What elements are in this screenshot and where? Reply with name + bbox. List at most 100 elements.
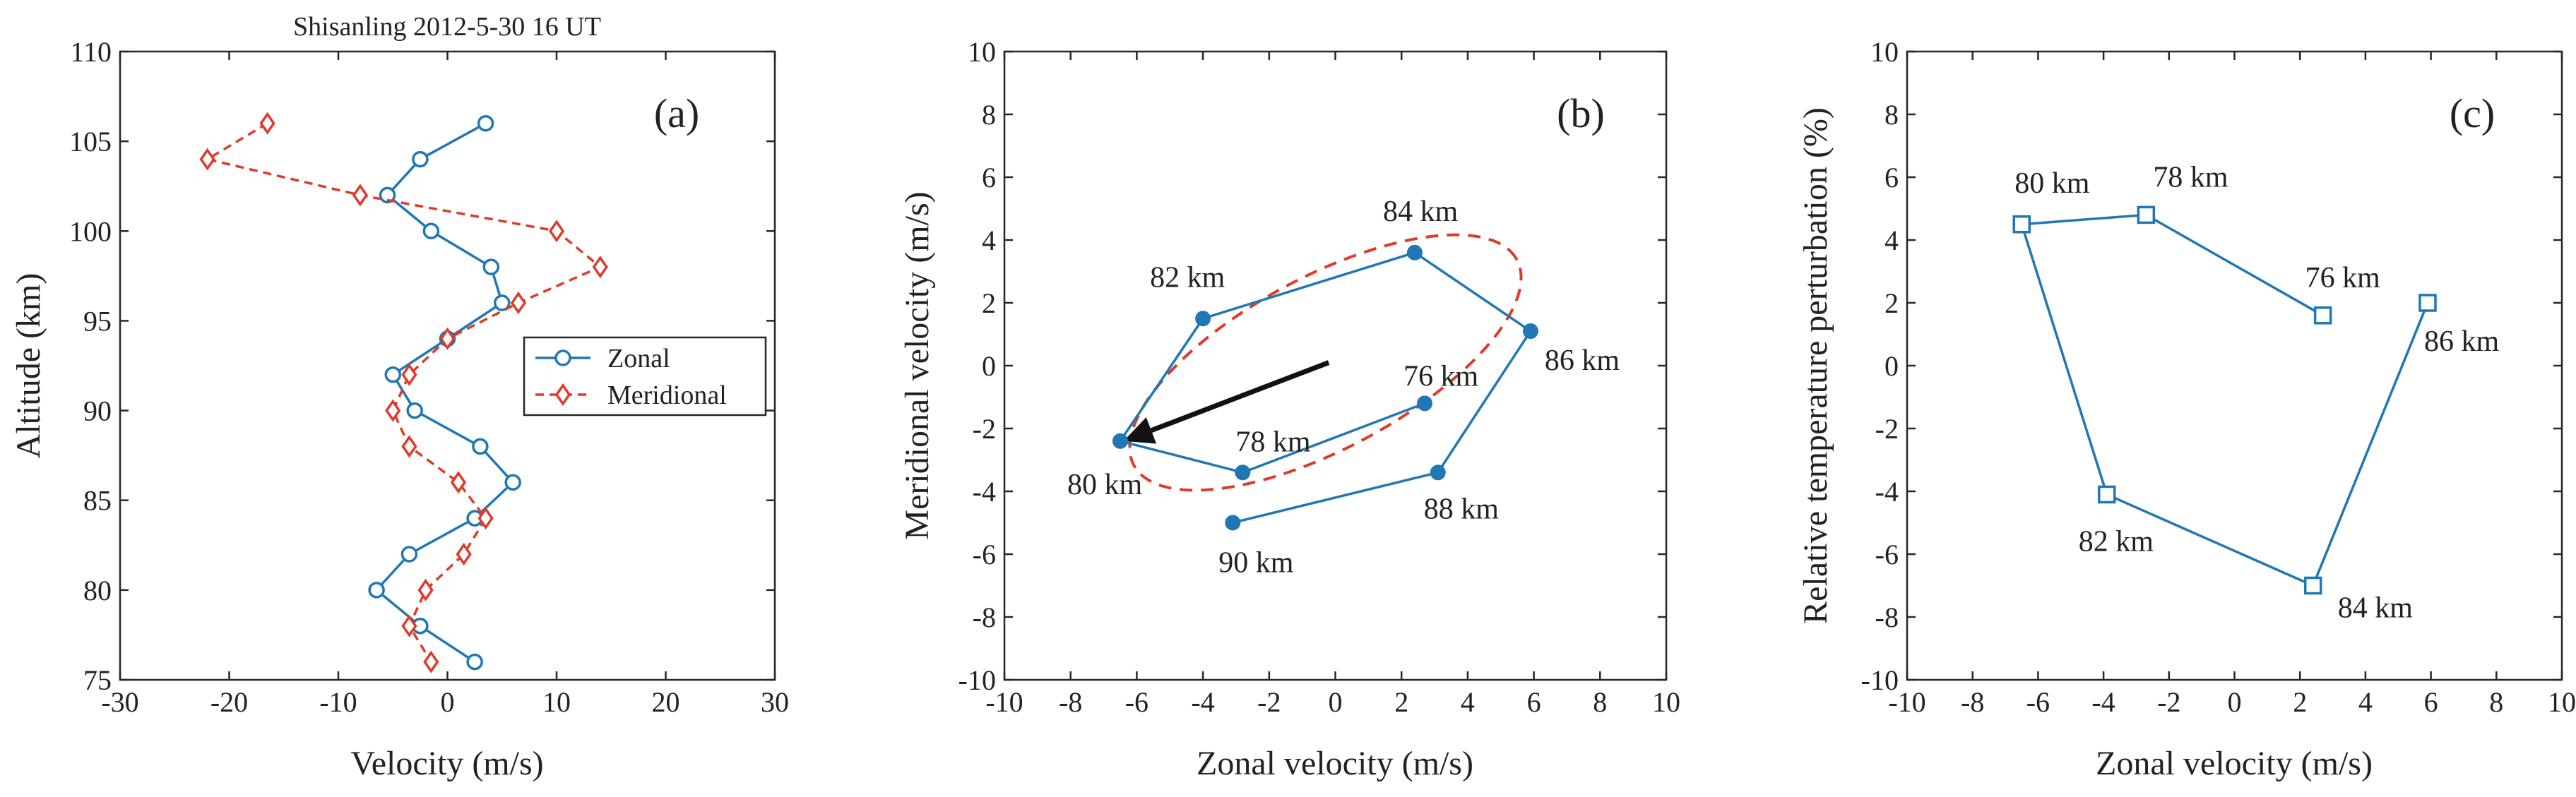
meridional-point bbox=[259, 112, 275, 135]
zonal-point bbox=[494, 294, 511, 311]
altitude-label: 80 km bbox=[1067, 469, 1143, 501]
meridional-line bbox=[203, 122, 603, 663]
zonal-line bbox=[374, 122, 515, 664]
panel-b-ytick-label: -2 bbox=[973, 413, 996, 445]
panel-b-xtick-label: 10 bbox=[1652, 686, 1680, 718]
panel-c-ytick-label: -2 bbox=[1875, 413, 1899, 445]
panel-c-ytick-label: -4 bbox=[1875, 476, 1899, 508]
panel-a-xtick-label: -20 bbox=[210, 686, 248, 718]
altitude-label: 88 km bbox=[1424, 493, 1499, 525]
zonal-point bbox=[482, 258, 500, 275]
panel-b-xtick-label: 0 bbox=[1329, 686, 1343, 718]
panel-a-series bbox=[199, 112, 608, 673]
meridional-point bbox=[385, 399, 401, 422]
panel-a-ytick-label: 100 bbox=[69, 215, 112, 247]
panel-a: -30 -20 -10 0 10 20 30 75 80 85 90 95 100 105 110 Shis… bbox=[10, 12, 789, 782]
zonal-point bbox=[412, 150, 429, 168]
panel-c-xtick-label: 6 bbox=[2424, 686, 2438, 718]
hodograph-point bbox=[1225, 515, 1241, 531]
panel-b-xlabel: Zonal velocity (m/s) bbox=[1197, 745, 1473, 782]
zonal-point bbox=[368, 582, 385, 599]
meridional-point bbox=[423, 650, 439, 673]
hodograph-point bbox=[1416, 395, 1432, 412]
hodograph-point bbox=[1430, 465, 1446, 481]
meridional-point bbox=[477, 507, 494, 530]
hodograph-point bbox=[1235, 465, 1251, 481]
panel-c-ytick-label: 10 bbox=[1870, 36, 1899, 68]
hodograph-line bbox=[1118, 251, 1533, 525]
hodograph-point bbox=[1195, 311, 1211, 327]
temperature-line bbox=[2019, 213, 2429, 587]
panel-a-ytick-label: 105 bbox=[69, 126, 112, 157]
panel-c-ytick-label: 6 bbox=[1884, 162, 1899, 193]
panel-c-xtick-label: -10 bbox=[1888, 686, 1925, 718]
panel-a-xtick-label: 0 bbox=[441, 686, 455, 718]
panel-c-xtick-label: 0 bbox=[2228, 686, 2242, 718]
altitude-label: 82 km bbox=[2079, 525, 2154, 558]
panel-c-xtick-label: 2 bbox=[2293, 686, 2307, 718]
hodograph-point bbox=[1406, 244, 1423, 260]
altitude-label: 86 km bbox=[1545, 344, 1620, 377]
panel-b-ytick-label: -10 bbox=[958, 664, 996, 696]
legend-meridional-label: Meridional bbox=[607, 380, 727, 410]
panel-c-xtick-label: -2 bbox=[2157, 686, 2180, 718]
zonal-point bbox=[477, 114, 494, 132]
panel-c-ytick-label: 2 bbox=[1884, 287, 1899, 319]
panel-c: -10 -8 -6 -4 -2 0 2 4 6 8 10 -10 -8 -6 -4 -2 0 2 4 6 8 10 (c)… bbox=[1797, 36, 2576, 782]
panel-a-ytick-label: 75 bbox=[83, 664, 112, 696]
panel-b-ylabel: Meridional velocity (m/s) bbox=[898, 191, 936, 539]
meridional-point bbox=[450, 471, 467, 494]
panel-b-ytick-label: 6 bbox=[982, 162, 996, 193]
panel-b-ytick-label: -8 bbox=[973, 601, 996, 633]
panel-a-ticks: -30 -20 -10 0 10 20 30 75 80 85 90 95 100 105 110 bbox=[69, 36, 789, 718]
panel-c-ytick-label: -8 bbox=[1875, 601, 1899, 633]
panel-c-ticks: -10 -8 -6 -4 -2 0 2 4 6 8 10 -10 -8 -6 -4 -2 0 2 4 6 8 10 bbox=[1861, 36, 2576, 718]
panel-b-ytick-label: 0 bbox=[982, 350, 996, 382]
meridional-point bbox=[439, 327, 456, 350]
panel-a-xtick-label: -10 bbox=[319, 686, 357, 718]
meridional-point bbox=[548, 220, 565, 243]
panel-a-ytick-label: 80 bbox=[83, 575, 112, 606]
panel-a-ylabel: Altitude (km) bbox=[10, 273, 47, 459]
panel-b-ytick-label: -6 bbox=[973, 539, 996, 570]
panel-b-xtick-label: 6 bbox=[1527, 686, 1541, 718]
altitude-label: 76 km bbox=[2305, 262, 2381, 294]
meridional-point bbox=[401, 614, 417, 637]
panel-a-ytick-label: 90 bbox=[83, 395, 112, 427]
panel-b-ytick-label: 8 bbox=[982, 99, 996, 131]
meridional-point bbox=[456, 542, 472, 566]
meridional-point bbox=[199, 148, 215, 171]
panel-b-ytick-label: 10 bbox=[968, 36, 996, 68]
zonal-point bbox=[472, 438, 489, 455]
zonal-point bbox=[400, 546, 418, 563]
zonal-point bbox=[379, 186, 396, 204]
panel-a-ytick-label: 110 bbox=[70, 36, 112, 68]
panel-b: -10 -8 -6 -4 -2 0 2 4 6 8 10 -10 -8 -6 -4 -2 0 2 4 6 8 10 (b)… bbox=[898, 36, 1680, 782]
panel-b-xtick-label: -6 bbox=[1125, 686, 1148, 718]
panel-c-frame bbox=[1906, 50, 2563, 681]
zonal-point bbox=[422, 222, 440, 240]
propagation-arrow-shaft bbox=[1150, 360, 1330, 433]
meridional-point bbox=[592, 256, 608, 279]
meridional-point bbox=[352, 184, 369, 207]
panel-b-ytick-label: -4 bbox=[973, 476, 996, 508]
panel-b-xtick-label: 2 bbox=[1394, 686, 1408, 718]
altitude-label: 84 km bbox=[2338, 592, 2414, 625]
panel-b-ytick-label: 2 bbox=[982, 287, 996, 319]
panel-c-ytick-label: -6 bbox=[1875, 539, 1899, 570]
panel-b-xtick-label: -2 bbox=[1257, 686, 1281, 718]
panel-c-series: 76 km 78 km 80 km 82 km 84 km 86 km bbox=[2012, 161, 2500, 625]
zonal-point bbox=[504, 474, 521, 491]
panel-b-xtick-label: -10 bbox=[985, 686, 1023, 718]
altitude-label: 86 km bbox=[2424, 325, 2500, 358]
panel-a-xtick-label: -30 bbox=[101, 686, 138, 718]
panel-b-label: (b) bbox=[1557, 90, 1605, 136]
panel-b-ticks: -10 -8 -6 -4 -2 0 2 4 6 8 10 -10 -8 -6 -4 -2 0 2 4 6 8 10 bbox=[958, 36, 1680, 718]
panel-a-xtick-label: 20 bbox=[652, 686, 680, 718]
temperature-point bbox=[2303, 576, 2322, 595]
panel-c-xtick-label: 10 bbox=[2548, 686, 2576, 718]
panel-c-ytick-label: 0 bbox=[1884, 350, 1899, 382]
temperature-point bbox=[2137, 205, 2156, 224]
meridional-point bbox=[510, 291, 527, 315]
